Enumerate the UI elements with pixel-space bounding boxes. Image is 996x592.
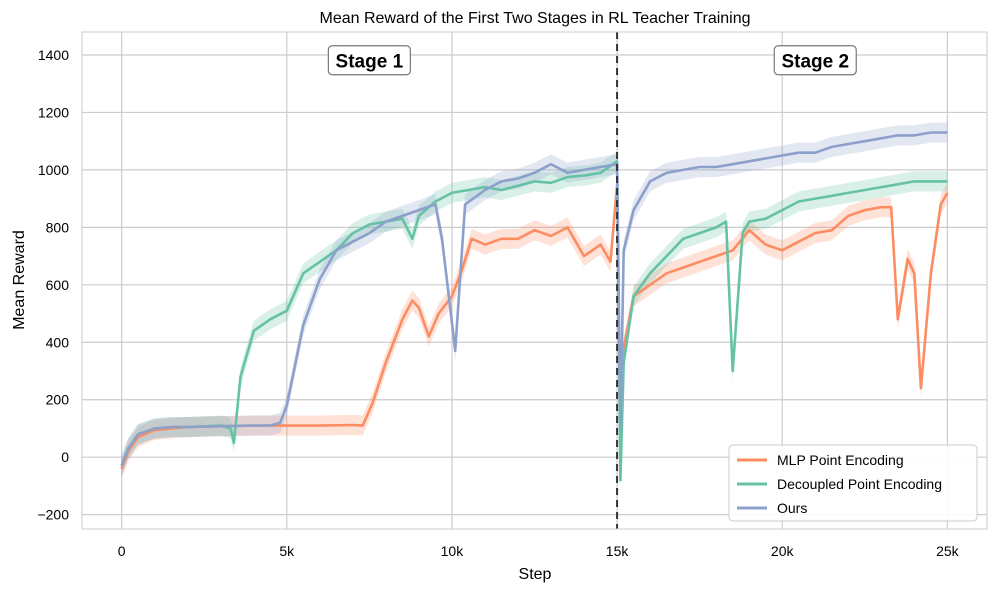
stage-annotations: Stage 1 Stage 2	[327, 45, 857, 76]
y-tick-label: 1400	[38, 47, 69, 63]
legend: MLP Point Encoding Decoupled Point Encodi…	[728, 444, 978, 522]
grid	[82, 32, 987, 529]
y-axis-ticks: −200 0 200 400 600 800 1000 1200 1400	[37, 47, 69, 523]
legend-label: Decoupled Point Encoding	[777, 476, 942, 492]
y-tick-label: 800	[46, 219, 70, 235]
x-axis-label: Step	[519, 566, 552, 583]
y-tick-label: 1200	[38, 104, 69, 120]
x-tick-label: 25k	[936, 543, 960, 559]
x-tick-label: 20k	[771, 543, 795, 559]
series-line-1	[120, 160, 948, 482]
x-tick-label: 5k	[279, 543, 295, 559]
y-tick-label: −200	[37, 507, 69, 523]
legend-label: MLP Point Encoding	[777, 452, 904, 468]
stage-label: Stage 1	[336, 52, 404, 73]
plot-frame	[81, 31, 988, 530]
stage-label-box	[327, 45, 411, 76]
series-line-0	[120, 183, 949, 470]
x-tick-label: 10k	[441, 543, 465, 559]
y-tick-label: 400	[46, 334, 70, 350]
y-tick-label: 0	[61, 449, 69, 465]
y-tick-label: 600	[46, 277, 70, 293]
y-axis-label: Mean Reward	[11, 230, 28, 330]
y-tick-label: 1000	[38, 162, 69, 178]
x-axis-ticks: 0 5k 10k 15k 20k 25k	[118, 543, 960, 559]
stage-label-box	[773, 45, 857, 76]
x-tick-label: 0	[118, 543, 126, 559]
legend-box	[728, 444, 978, 522]
series-lines	[120, 131, 949, 482]
y-tick-label: 200	[46, 392, 70, 408]
legend-label: Ours	[777, 500, 807, 516]
series-line-2	[120, 131, 948, 467]
chart-title: Mean Reward of the First Two Stages in R…	[319, 10, 750, 27]
stage-label: Stage 2	[781, 52, 849, 73]
x-tick-label: 15k	[606, 543, 630, 559]
series-band-1	[121, 151, 948, 491]
